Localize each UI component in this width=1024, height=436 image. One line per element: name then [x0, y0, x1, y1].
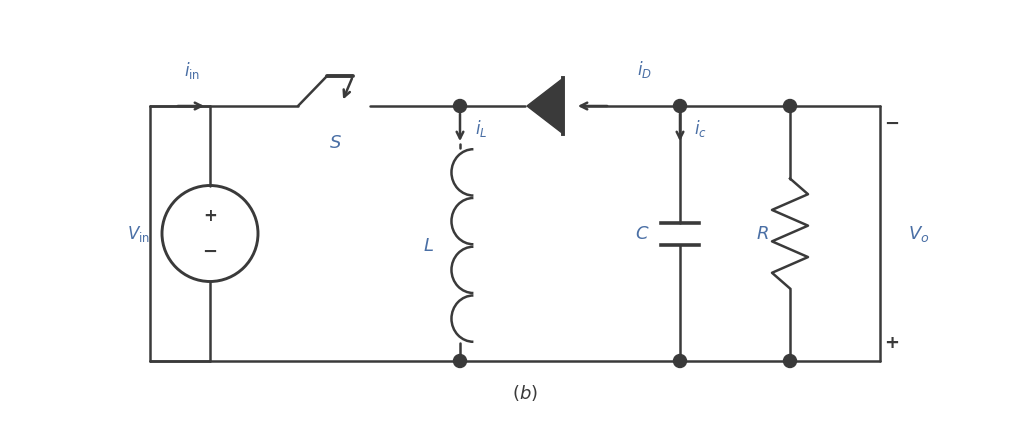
Polygon shape — [527, 78, 563, 134]
Text: −: − — [203, 242, 217, 260]
Text: $i_L$: $i_L$ — [475, 117, 487, 139]
Text: $L$: $L$ — [423, 236, 433, 255]
Text: $(b)$: $(b)$ — [512, 383, 538, 403]
Text: $V_o$: $V_o$ — [908, 224, 930, 243]
Text: $C$: $C$ — [635, 225, 649, 242]
Text: $i_{\rm in}$: $i_{\rm in}$ — [184, 60, 200, 81]
Circle shape — [454, 354, 467, 368]
Text: +: + — [203, 207, 217, 225]
Circle shape — [674, 354, 686, 368]
Circle shape — [454, 99, 467, 112]
Circle shape — [783, 354, 797, 368]
Text: $i_c$: $i_c$ — [694, 117, 707, 139]
Text: $i_D$: $i_D$ — [638, 59, 652, 80]
Text: $R$: $R$ — [756, 225, 768, 242]
Text: −: − — [885, 115, 899, 133]
Text: $V_{\rm in}$: $V_{\rm in}$ — [127, 224, 150, 243]
Text: +: + — [885, 334, 899, 352]
Circle shape — [674, 99, 686, 112]
Text: $S$: $S$ — [329, 134, 341, 152]
Circle shape — [783, 99, 797, 112]
